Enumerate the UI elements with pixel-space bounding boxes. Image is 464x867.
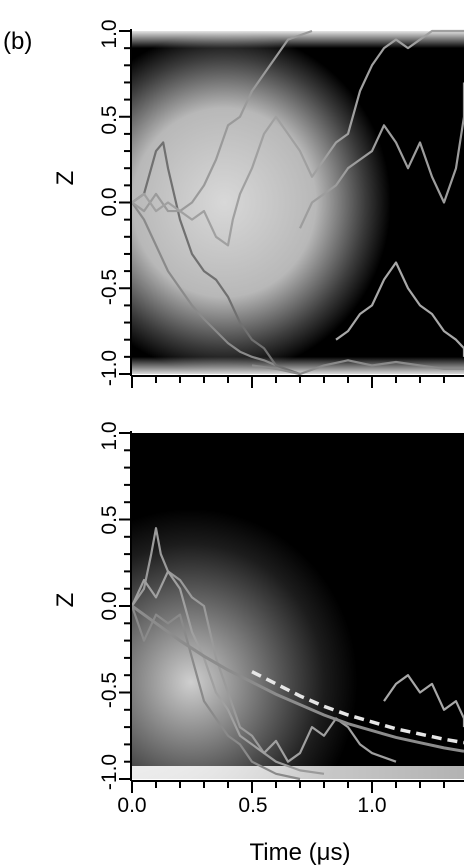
y-tick-label: -0.5 bbox=[98, 269, 121, 305]
tick-marks bbox=[119, 431, 464, 793]
y-tick-label: 0.5 bbox=[98, 105, 121, 134]
heatmap-bottom-band bbox=[131, 766, 464, 779]
x-tick-label: 1.0 bbox=[357, 794, 386, 817]
heatmap-panel-top: Z 1.0 0.5 0.0 -0.5 -1.0 bbox=[52, 19, 464, 388]
y-tick-label: 0.0 bbox=[98, 187, 121, 216]
trajectory-group bbox=[130, 527, 464, 781]
x-tick-label: 0.0 bbox=[117, 794, 146, 817]
y-axis-title: Z bbox=[52, 593, 79, 608]
trajectory-line bbox=[383, 674, 464, 728]
heatmap-intensity bbox=[131, 433, 464, 779]
x-tick-label: 0.5 bbox=[238, 794, 267, 817]
trajectory-line bbox=[131, 29, 464, 247]
y-tick-labels: 1.0 0.5 0.0 -0.5 -1.0 bbox=[98, 19, 121, 386]
mean-curve-line bbox=[131, 604, 464, 753]
y-tick-label: 0.0 bbox=[98, 591, 121, 620]
trajectory-line bbox=[251, 359, 464, 376]
trajectory-group bbox=[131, 29, 464, 376]
model-curve-dashed bbox=[251, 670, 464, 745]
tick-marks bbox=[119, 29, 464, 388]
trajectory-line bbox=[131, 527, 325, 775]
y-axis-title: Z bbox=[52, 171, 79, 186]
trajectory-line bbox=[131, 201, 301, 376]
y-tick-labels: 1.0 0.5 0.0 -0.5 -1.0 bbox=[98, 421, 121, 790]
trajectory-line bbox=[131, 141, 301, 376]
heatmap-edge-bands bbox=[131, 31, 464, 374]
trajectory-line bbox=[335, 261, 464, 357]
panel-label: (b) bbox=[3, 28, 32, 55]
y-tick-label: -0.5 bbox=[98, 672, 121, 708]
trajectory-line bbox=[130, 605, 301, 781]
y-tick-label: 1.0 bbox=[98, 19, 121, 48]
trajectory-line bbox=[131, 29, 313, 213]
y-tick-label: -1.0 bbox=[98, 350, 121, 386]
x-tick-labels: 0.0 0.5 1.0 bbox=[117, 794, 386, 817]
y-tick-label: -1.0 bbox=[98, 754, 121, 790]
y-tick-label: 0.5 bbox=[98, 505, 121, 534]
y-tick-label: 1.0 bbox=[98, 421, 121, 450]
x-axis-title: Time (μs) bbox=[250, 839, 351, 866]
heatmap-panel-bottom: Z 1.0 0.5 0.0 -0.5 -1.0 0.0 0.5 1.0 Time… bbox=[52, 421, 464, 866]
trajectory-line bbox=[299, 82, 464, 229]
